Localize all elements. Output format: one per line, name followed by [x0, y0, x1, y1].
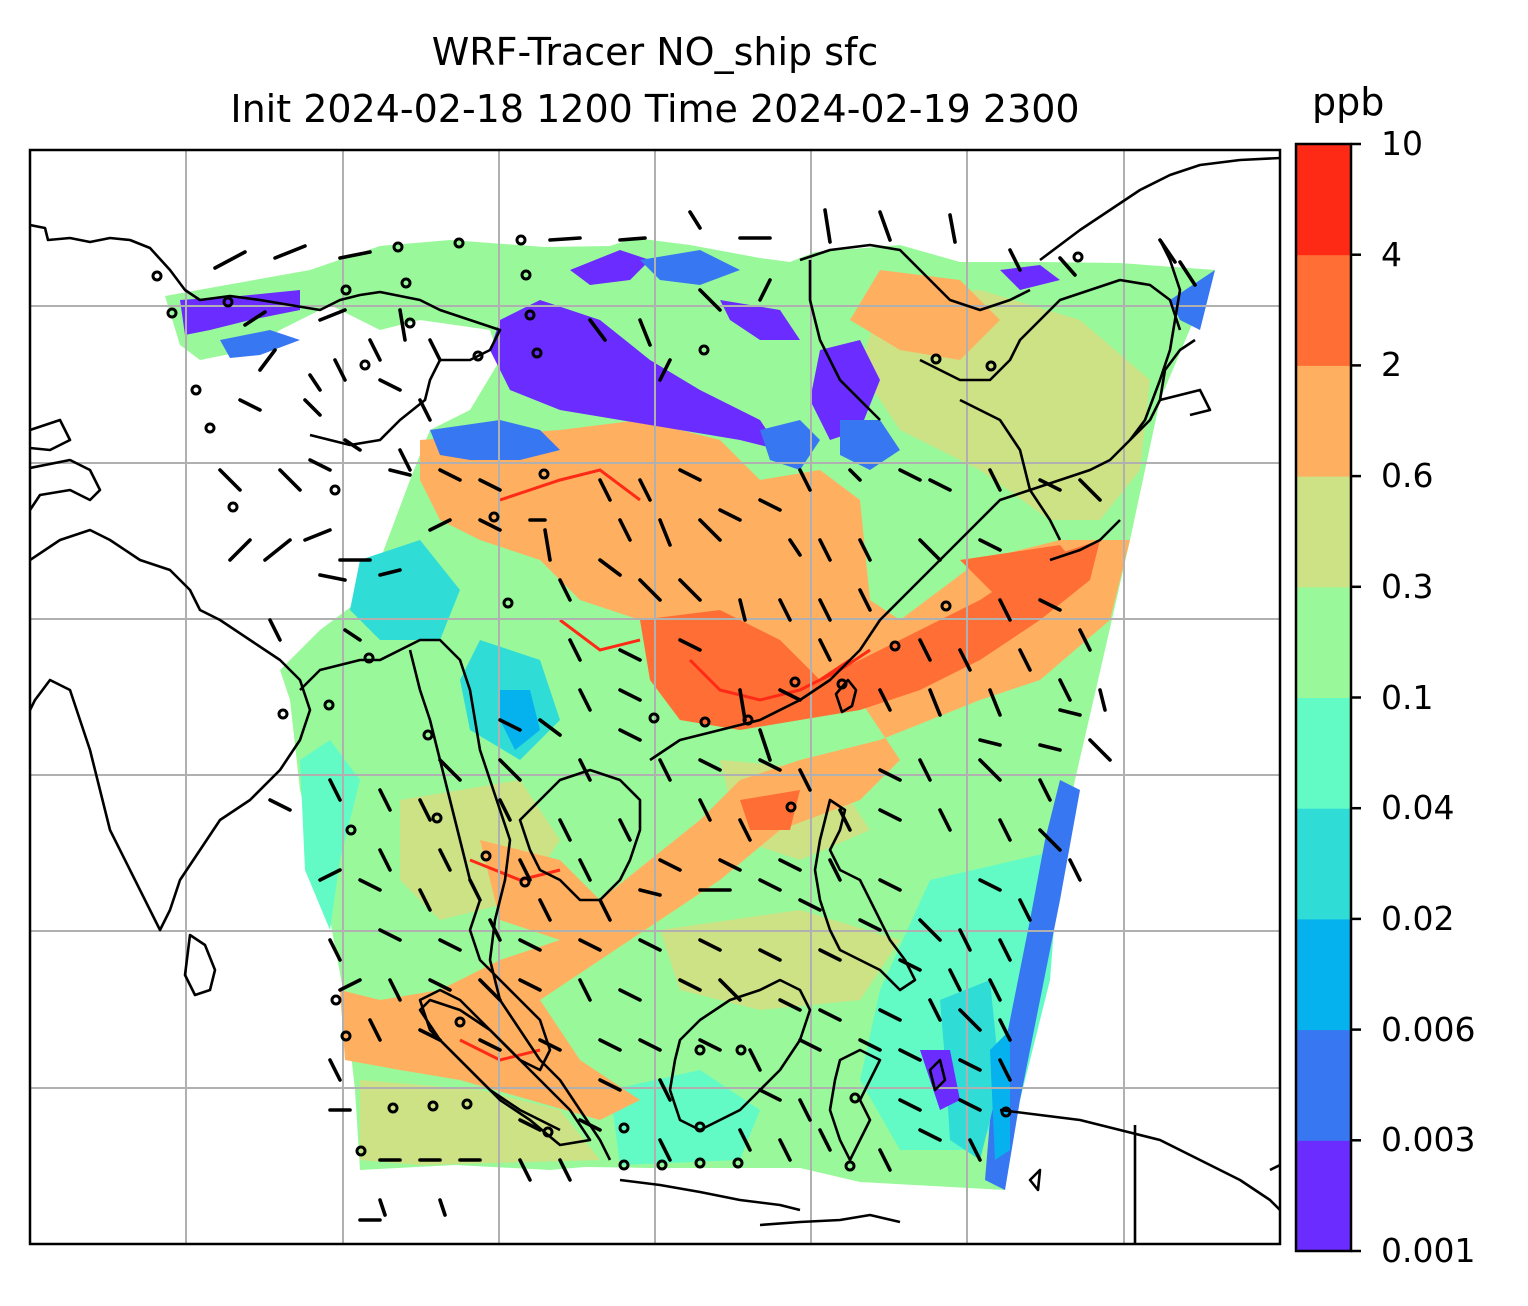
colorbar-segment [1296, 697, 1351, 809]
colorbar-tick-label: 4 [1381, 234, 1402, 274]
coast-philippines [813, 798, 917, 992]
colorbar-segment [1296, 144, 1351, 256]
calm-markers [151, 234, 1084, 1172]
colorbar-segment [1296, 254, 1351, 366]
colorbar-tick-label: 0.6 [1381, 456, 1434, 496]
coast-russia-northeast [1039, 156, 1280, 417]
coast-west-asia [30, 223, 502, 447]
coast-sulawesi [828, 1048, 882, 1162]
coast-sumatra [418, 998, 592, 1147]
high-concentration-zones [640, 540, 1100, 830]
inner-ocean-bands [300, 740, 1060, 1165]
coast-myanmar-thai [408, 649, 561, 1132]
coast-sri-lanka [183, 933, 217, 997]
colorbar-tick-label: 2 [1381, 345, 1402, 385]
colorbar-tick-label: 10 [1381, 124, 1423, 163]
colorbar-tick-label: 0.006 [1381, 1009, 1476, 1049]
barb [213, 208, 1197, 1222]
ocean-low-edge [985, 270, 1215, 1190]
wind-barbs [213, 208, 1197, 1222]
map-frame [28, 148, 1282, 1246]
colorbar-segment [1296, 1029, 1351, 1141]
gridlines [30, 150, 1280, 1244]
coast-islands [928, 1058, 1280, 1192]
yellow-green-zones [360, 290, 1150, 1165]
colorbar-tick-label: 0.3 [1381, 566, 1434, 606]
coast-indochina [518, 768, 642, 902]
colorbar-unit: ppb [1312, 80, 1385, 124]
coast-borneo [668, 978, 812, 1132]
colorbar [1294, 142, 1361, 1253]
coastlines [30, 156, 1280, 1244]
coast-china [649, 338, 1196, 762]
orange-zones [340, 270, 1130, 1120]
colorbar-tick-label: 0.02 [1381, 898, 1455, 938]
colorbar-segment [1296, 1140, 1351, 1252]
colorbar-tick-label: 0.1 [1381, 677, 1434, 717]
colorbar-segment [1296, 586, 1351, 698]
coast-japan [1049, 239, 1182, 562]
colorbar-tick-label: 0.003 [1381, 1120, 1476, 1160]
colorbar-tick-label: 0.04 [1381, 788, 1455, 828]
coast-bay-bengal [299, 638, 612, 1161]
coast-korea-bohai [919, 278, 1182, 541]
coast-india [30, 528, 312, 932]
coast-mongolia-border [799, 243, 1031, 421]
coast-java [619, 1178, 901, 1227]
map-title-line-2: Init 2024-02-18 1200 Time 2024-02-19 230… [230, 87, 1080, 131]
colorbar-segment [1296, 808, 1351, 920]
colorbar-tick-label: 0.001 [1381, 1231, 1476, 1270]
tracer-field [165, 238, 1215, 1190]
map-title-line-1: WRF-Tracer NO_ship sfc [431, 30, 879, 74]
coast-new-guinea [999, 1108, 1280, 1244]
coast-arabia [30, 418, 102, 511]
colorbar-segment [1296, 476, 1351, 588]
colorbar-segment [1296, 918, 1351, 1031]
colorbar-segment [1296, 365, 1351, 477]
